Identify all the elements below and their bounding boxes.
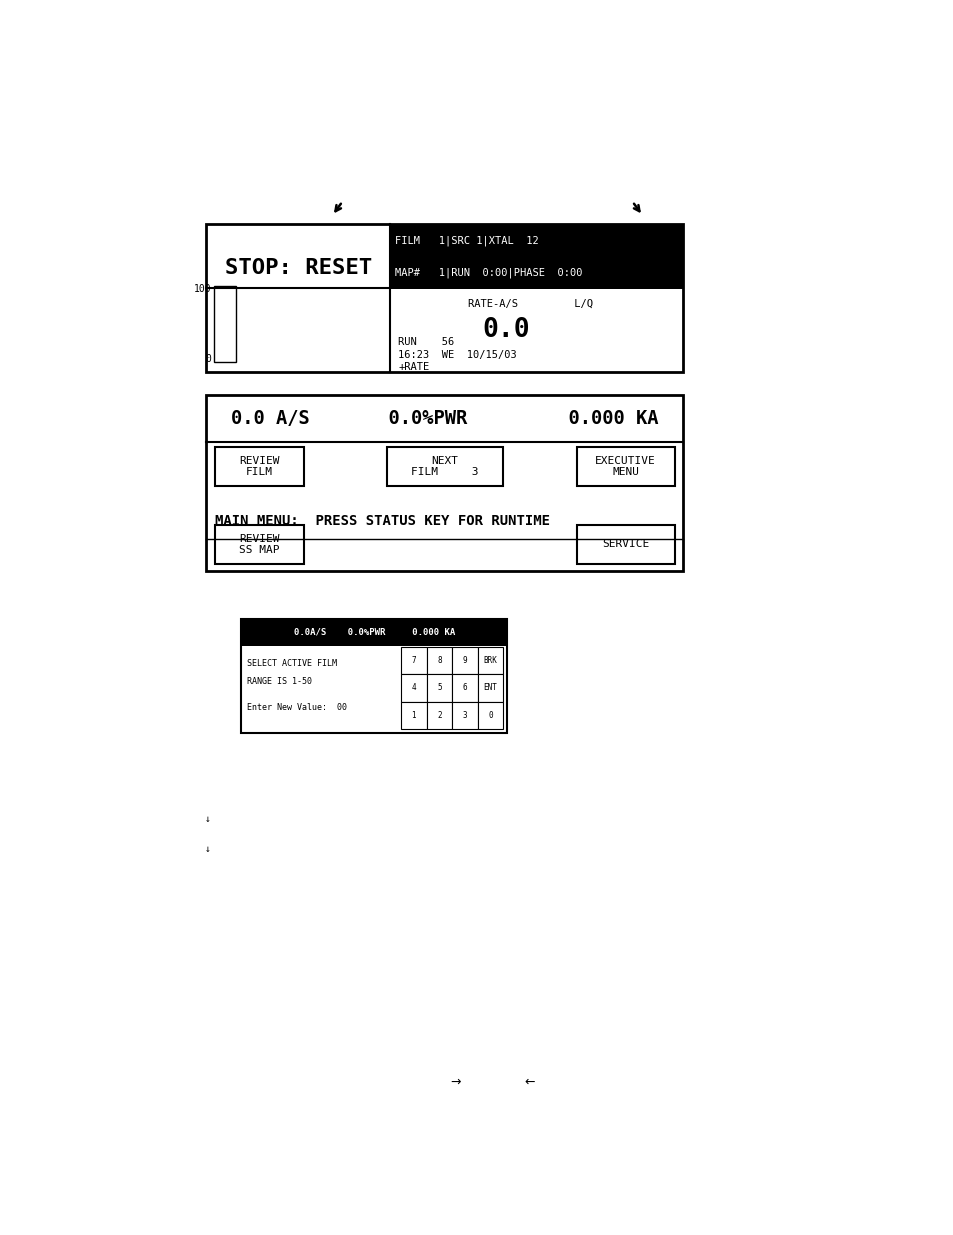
Bar (215, 525, 303, 563)
Bar (577, 447, 674, 487)
Bar (241, 619, 507, 646)
Text: ENT: ENT (483, 683, 497, 693)
Bar (577, 525, 674, 563)
Bar (386, 447, 503, 487)
Bar (400, 701, 426, 729)
Bar (452, 647, 477, 674)
Text: 5: 5 (436, 683, 441, 693)
Text: 1: 1 (411, 711, 416, 720)
Text: STOP: RESET: STOP: RESET (225, 258, 372, 279)
Text: SELECT ACTIVE FILM: SELECT ACTIVE FILM (247, 659, 336, 668)
Text: +RATE: +RATE (397, 362, 429, 372)
Bar (452, 701, 477, 729)
Bar (215, 447, 303, 487)
Text: MAP#   1|RUN  0:00|PHASE  0:00: MAP# 1|RUN 0:00|PHASE 0:00 (395, 268, 581, 278)
Bar (241, 619, 507, 734)
Text: REVIEW
SS MAP: REVIEW SS MAP (239, 534, 279, 556)
Text: EXECUTIVE
MENU: EXECUTIVE MENU (595, 456, 656, 478)
Text: ↓: ↓ (205, 814, 211, 824)
Bar (477, 674, 503, 701)
Text: 3: 3 (462, 711, 467, 720)
Bar (426, 701, 452, 729)
Text: Enter New Value:  00: Enter New Value: 00 (247, 704, 347, 713)
Text: ↓: ↓ (205, 844, 211, 855)
Bar (390, 225, 682, 257)
Text: 6: 6 (462, 683, 467, 693)
Bar (206, 395, 682, 572)
Text: 2: 2 (436, 711, 441, 720)
Text: FILM   1|SRC 1|XTAL  12: FILM 1|SRC 1|XTAL 12 (395, 235, 537, 246)
Text: RATE-A/S         L/Q: RATE-A/S L/Q (467, 299, 592, 309)
Text: 0.0 A/S       0.0%PWR         0.000 KA: 0.0 A/S 0.0%PWR 0.000 KA (231, 409, 658, 429)
Text: 0: 0 (488, 711, 493, 720)
Bar (426, 647, 452, 674)
Text: 16:23  WE  10/15/03: 16:23 WE 10/15/03 (397, 351, 517, 361)
Text: 0.0A/S    0.0%PWR     0.000 KA: 0.0A/S 0.0%PWR 0.000 KA (294, 627, 455, 637)
Text: RANGE IS 1-50: RANGE IS 1-50 (247, 677, 312, 685)
Text: ←: ← (524, 1076, 535, 1088)
Text: 8: 8 (436, 656, 441, 664)
Text: NEXT
FILM     3: NEXT FILM 3 (411, 456, 478, 478)
Text: SERVICE: SERVICE (601, 540, 649, 550)
Bar (426, 674, 452, 701)
Bar (213, 285, 235, 362)
Text: MAIN MENU:  PRESS STATUS KEY FOR RUNTIME: MAIN MENU: PRESS STATUS KEY FOR RUNTIME (215, 514, 550, 529)
Text: →: → (450, 1076, 460, 1088)
Text: 9: 9 (462, 656, 467, 664)
Bar (400, 647, 426, 674)
Text: BRK: BRK (483, 656, 497, 664)
Bar (477, 647, 503, 674)
Text: 4: 4 (411, 683, 416, 693)
Text: 0.0: 0.0 (482, 317, 530, 343)
Text: 0: 0 (206, 354, 212, 364)
Bar (477, 701, 503, 729)
Bar (206, 225, 682, 372)
Bar (452, 674, 477, 701)
Text: REVIEW
FILM: REVIEW FILM (239, 456, 279, 478)
Bar (390, 257, 682, 289)
Text: RUN    56: RUN 56 (397, 337, 454, 347)
Bar (400, 674, 426, 701)
Text: 100: 100 (193, 284, 212, 294)
Text: 7: 7 (411, 656, 416, 664)
